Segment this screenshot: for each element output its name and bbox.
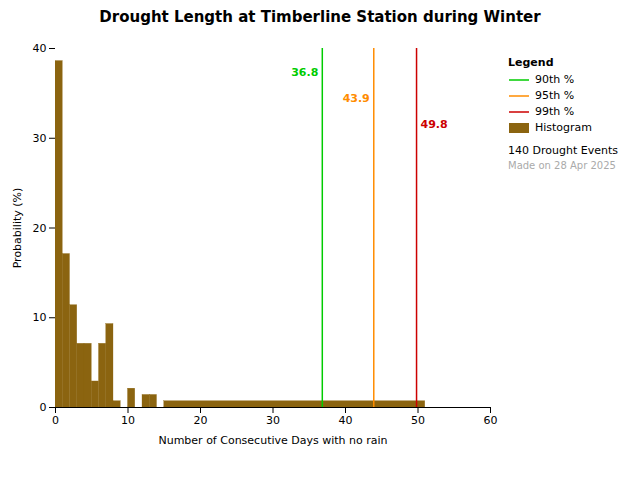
svg-text:60: 60	[484, 414, 498, 427]
svg-text:0: 0	[52, 414, 59, 427]
svg-text:Probability (%): Probability (%)	[11, 188, 24, 269]
svg-text:43.9: 43.9	[343, 92, 370, 105]
svg-text:0: 0	[40, 401, 47, 414]
html-text:Histogram: Histogram	[535, 121, 593, 134]
html-text:95th %: 95th %	[535, 89, 575, 102]
html-text:Made on 28 Apr 2025: Made on 28 Apr 2025	[508, 160, 616, 171]
svg-text:30: 30	[266, 414, 280, 427]
svg-text:10: 10	[33, 311, 47, 324]
html-text:90th %: 90th %	[535, 73, 575, 86]
html-text:140 Drought Events: 140 Drought Events	[508, 144, 618, 157]
svg-text:40: 40	[33, 42, 47, 55]
svg-text:30: 30	[33, 132, 47, 145]
svg-text:36.8: 36.8	[291, 66, 318, 79]
html-text:99th %: 99th %	[535, 105, 575, 118]
svg-text:50: 50	[411, 414, 425, 427]
svg-text:49.8: 49.8	[421, 118, 448, 131]
svg-text:Number of Consecutive Days wit: Number of Consecutive Days with no rain	[158, 434, 387, 447]
html-text:Drought Length at Timberline S: Drought Length at Timberline Station dur…	[99, 8, 541, 26]
svg-text:20: 20	[33, 222, 47, 235]
svg-text:40: 40	[339, 414, 353, 427]
svg-text:20: 20	[194, 414, 208, 427]
html-text:Legend: Legend	[508, 56, 554, 69]
svg-text:10: 10	[121, 414, 135, 427]
